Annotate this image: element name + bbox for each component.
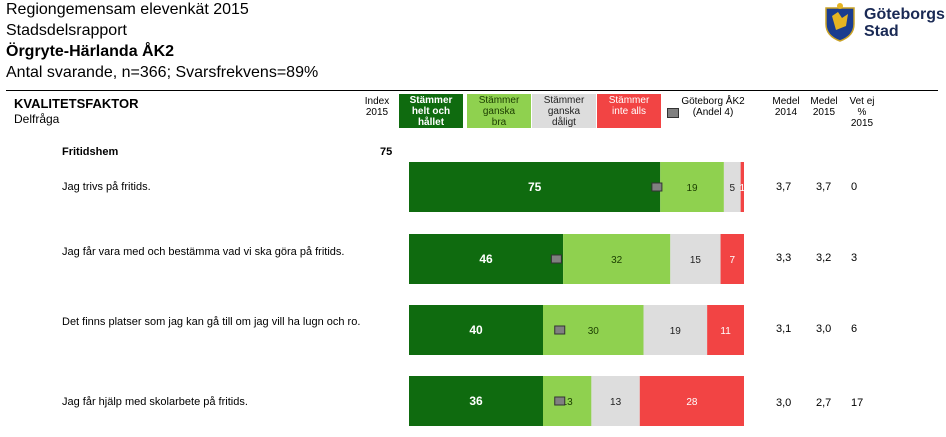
- vet-ej-value: 17: [851, 397, 864, 409]
- data-label: 40: [469, 323, 483, 337]
- vet-ej-header: Vet ej % 2015: [849, 96, 875, 129]
- bar-segment-disagree-rather: [723, 162, 741, 212]
- goteborg-logo: Göteborgs Stad: [822, 2, 945, 42]
- data-label: 46: [479, 252, 493, 266]
- gbg-marker: [651, 182, 663, 192]
- district-title: Örgryte-Härlanda ÅK2: [6, 43, 175, 60]
- data-label: 30: [588, 326, 600, 337]
- medel2015-value: 2,7: [816, 397, 832, 409]
- data-label: 32: [611, 255, 623, 266]
- data-label: 13: [562, 397, 574, 408]
- bar-segment-agree-fully: [409, 234, 564, 284]
- section-title: Fritidshem: [62, 146, 119, 158]
- quality-factor-heading: KVALITETSFAKTOR: [14, 96, 139, 111]
- gbg-column-header: Göteborg ÅK2 (Andel 4): [681, 96, 745, 118]
- medel2014-value: 3,3: [776, 252, 792, 264]
- logo-text: Göteborgs Stad: [864, 6, 945, 40]
- data-label: 13: [610, 397, 622, 408]
- bar-segment-agree-fully: [409, 162, 661, 212]
- respondents-info: Antal svarande, n=366; Svarsfrekvens=89%: [6, 64, 319, 81]
- question-1: Jag trivs på fritids.: [62, 181, 151, 193]
- bar-segment-disagree-fully: [707, 305, 744, 355]
- medel2015-value: 3,7: [816, 181, 832, 193]
- question-4: Jag får hjälp med skolarbete på fritids.: [62, 396, 248, 408]
- bar-segment-agree-fully: [409, 305, 543, 355]
- question-2: Jag får vara med och bestämma vad vi ska…: [62, 246, 345, 258]
- medel2015-header: Medel 2015: [810, 96, 838, 118]
- report-title: Regiongemensam elevenkät 2015: [6, 1, 249, 18]
- header-divider: [6, 90, 938, 91]
- medel2015-value: 3,2: [816, 252, 832, 264]
- medel2014-value: 3,0: [776, 397, 792, 409]
- data-label: 75: [528, 180, 542, 194]
- medel2014-value: 3,7: [776, 181, 792, 193]
- data-label: 1: [740, 183, 746, 194]
- gbg-marker: [554, 325, 566, 335]
- data-label: 28: [686, 397, 698, 408]
- data-label: 19: [687, 183, 699, 194]
- vet-ej-value: 0: [851, 181, 858, 193]
- legend-disagree-fully: Stämmer inte alls: [597, 94, 661, 128]
- gbg-legend-marker: [667, 108, 679, 118]
- bar-segment-agree-rather: [563, 234, 671, 284]
- section-index: 75: [380, 146, 393, 158]
- data-label: 36: [469, 394, 483, 408]
- legend-agree-rather: Stämmer ganska bra: [467, 94, 531, 128]
- bar-segment-agree-rather: [543, 376, 592, 426]
- bar-segment-agree-rather: [660, 162, 724, 212]
- vet-ej-value: 6: [851, 323, 858, 335]
- bar-segment-agree-fully: [409, 376, 543, 426]
- report-type: Stadsdelsrapport: [6, 22, 127, 39]
- medel2015-value: 3,0: [816, 323, 832, 335]
- medel2014-value: 3,1: [776, 323, 792, 335]
- gbg-marker: [550, 254, 562, 264]
- data-label: 5: [729, 183, 735, 194]
- medel2014-header: Medel 2014: [772, 96, 800, 118]
- city-crest-icon: [825, 3, 855, 42]
- bar-segment-disagree-fully: [639, 376, 744, 426]
- data-label: 15: [690, 255, 702, 266]
- bar-segment-disagree-fully: [720, 234, 744, 284]
- legend-agree-fully: Stämmer helt och hållet: [399, 94, 463, 128]
- bar-segment-disagree-rather: [643, 305, 708, 355]
- subquestion-heading: Delfråga: [14, 112, 60, 126]
- bar-segment-disagree-rather: [670, 234, 721, 284]
- bar-segment-disagree-fully: [740, 162, 744, 212]
- legend-disagree-rather: Stämmer ganska dåligt: [532, 94, 596, 128]
- vet-ej-value: 3: [851, 252, 858, 264]
- index-column-header: Index 2015: [364, 96, 390, 118]
- data-label: 11: [720, 326, 731, 337]
- data-label: 19: [670, 326, 682, 337]
- data-label: 7: [729, 255, 735, 266]
- question-3: Det finns platser som jag kan gå till om…: [62, 316, 361, 328]
- bar-segment-disagree-rather: [591, 376, 640, 426]
- gbg-marker: [554, 396, 566, 406]
